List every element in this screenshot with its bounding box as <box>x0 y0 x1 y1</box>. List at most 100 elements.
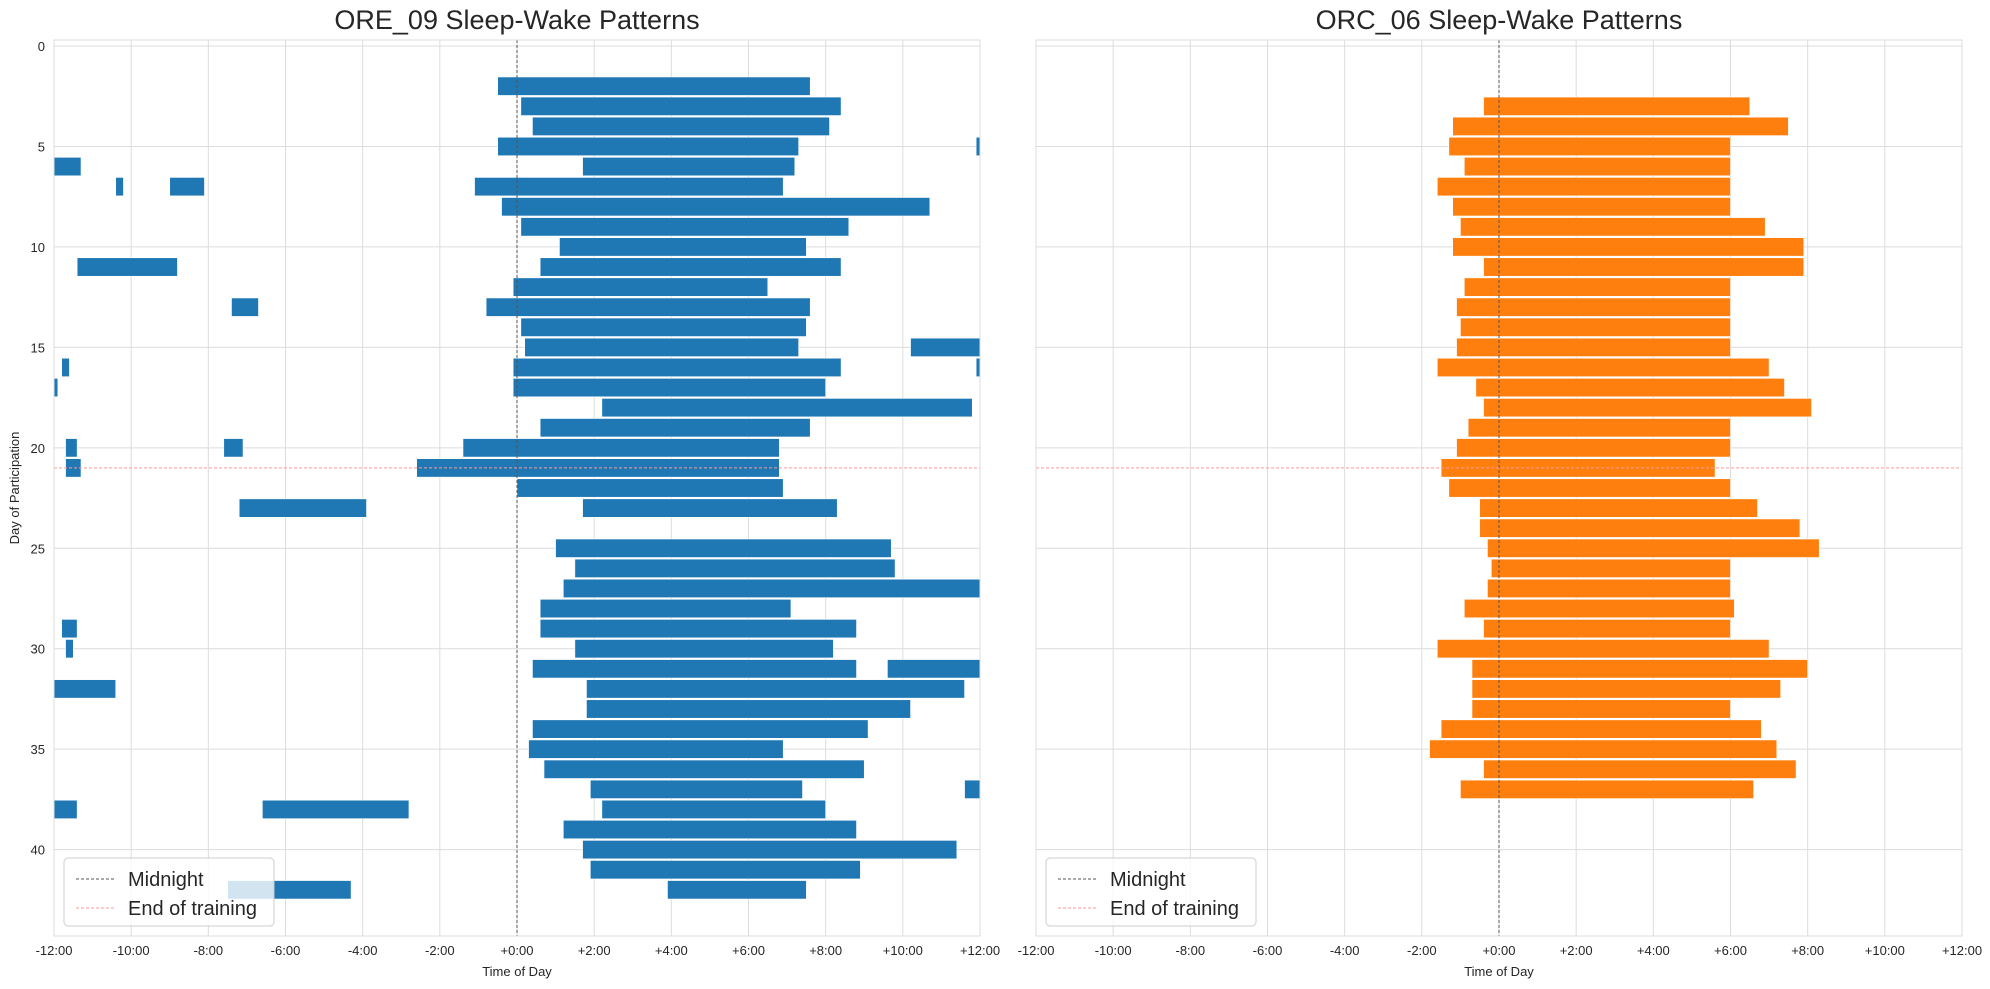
sleep-bar <box>1463 598 1735 619</box>
sleep-bar <box>1471 699 1731 719</box>
sleep-bar <box>582 498 838 518</box>
sleep-bar <box>485 297 811 317</box>
sleep-bar <box>1460 317 1731 337</box>
chart-title: ORE_09 Sleep-Wake Patterns <box>334 5 699 35</box>
legend-end-training-label: End of training <box>128 898 257 920</box>
x-tick-label: +8:00 <box>809 943 842 958</box>
x-tick-label: -4:00 <box>348 943 378 958</box>
sleep-bar <box>601 799 826 819</box>
x-tick-label: -12:00 <box>1018 943 1055 958</box>
sleep-bar <box>1483 96 1751 116</box>
x-axis-label: Time of Day <box>1464 964 1534 979</box>
y-tick-label: 25 <box>31 541 45 556</box>
sleep-bar <box>497 136 799 157</box>
sleep-bar <box>1463 277 1731 297</box>
sleep-bar <box>1452 237 1805 257</box>
sleep-bar <box>1456 438 1731 458</box>
x-tick-label: -10:00 <box>113 943 150 958</box>
x-tick-label: -6:00 <box>1253 943 1283 958</box>
sleep-bar <box>586 699 911 719</box>
y-tick-label: 20 <box>31 441 45 456</box>
sleep-bar <box>574 558 896 578</box>
y-axis-label: Day of Participation <box>7 432 22 545</box>
sleep-bar <box>1487 578 1731 598</box>
x-tick-label: -12:00 <box>36 943 73 958</box>
x-tick-label: -8:00 <box>194 943 224 958</box>
sleep-bar <box>543 759 865 779</box>
sleep-bar <box>231 297 259 317</box>
sleep-bar <box>516 478 784 498</box>
sleep-bar <box>115 177 124 197</box>
panel-ore-09: -12:00 -10:00 -8:00 -6:00 -4:00 -2:00 +0:00 +2:… <box>7 5 1000 979</box>
panel-orc-06: -12:00 -10:00 -8:00 -6:00 -4:00 -2:00 +0:00 +2:… <box>1018 5 1983 979</box>
sleep-bar <box>910 337 981 357</box>
x-tick-label: +10:00 <box>1865 943 1905 958</box>
sleep-bar <box>1448 478 1731 498</box>
x-tick-label: +4:00 <box>1637 943 1670 958</box>
sleep-bar <box>1479 518 1801 538</box>
sleep-bar <box>582 840 958 860</box>
sleep-bar <box>501 197 931 217</box>
legend-end-training-label: End of training <box>1110 898 1239 920</box>
sleep-bar <box>528 739 784 759</box>
axes-frame <box>1035 39 1963 937</box>
sleep-bar <box>223 438 244 458</box>
sleep-bar <box>1483 759 1797 779</box>
y-tick-label: 35 <box>31 742 45 757</box>
y-tick-label: 15 <box>31 340 45 355</box>
sleep-bar <box>559 237 807 257</box>
sleep-bar <box>61 619 78 639</box>
sleep-bar <box>1479 498 1758 518</box>
y-tick-label: 30 <box>31 642 45 657</box>
x-axis-label: Time of Day <box>482 964 552 979</box>
x-tick-label: -2:00 <box>1407 943 1437 958</box>
sleep-bar <box>1440 719 1762 739</box>
sleep-bar <box>975 357 981 378</box>
sleep-bar <box>1429 739 1778 759</box>
legend: Midnight End of training <box>63 857 275 927</box>
y-tick-label: 40 <box>31 843 45 858</box>
sleep-bar <box>61 357 70 378</box>
sleep-bar <box>1490 558 1731 578</box>
x-tick-label: -8:00 <box>1176 943 1206 958</box>
x-tick-label: +2:00 <box>1560 943 1593 958</box>
x-tick-label: +10:00 <box>883 943 923 958</box>
y-tick-label: 5 <box>38 139 45 154</box>
sleep-bar <box>1483 257 1805 277</box>
sleep-bar <box>539 257 842 277</box>
sleep-bar <box>65 438 78 458</box>
sleep-bar <box>512 378 826 398</box>
sleep-bar <box>169 177 205 197</box>
sleep-bar <box>601 398 973 418</box>
sleep-bar <box>1483 398 1812 418</box>
legend-midnight-label: Midnight <box>128 869 204 891</box>
chart-title: ORC_06 Sleep-Wake Patterns <box>1316 5 1683 35</box>
sleep-bar <box>1467 418 1731 438</box>
sleep-bar <box>65 639 74 659</box>
sleep-bar <box>1436 357 1770 378</box>
sleep-bar <box>590 779 803 799</box>
sleep-bar <box>1471 679 1781 699</box>
sleep-bar <box>462 438 780 458</box>
sleep-bar <box>574 639 834 659</box>
sleep-bar <box>53 799 78 819</box>
sleep-bar <box>1448 136 1731 157</box>
sleep-bar <box>1475 378 1785 398</box>
sleep-bar <box>512 277 769 297</box>
x-tick-label: -2:00 <box>425 943 455 958</box>
x-tick-label: +0:00 <box>501 943 534 958</box>
sleep-bar <box>1471 659 1808 679</box>
sleep-bar <box>474 177 784 197</box>
x-tick-label: -4:00 <box>1330 943 1360 958</box>
sleep-bar <box>539 619 857 639</box>
sleep-bar <box>238 498 367 518</box>
sleep-bar <box>1452 197 1731 217</box>
sleep-bar <box>520 217 850 237</box>
sleep-bar <box>887 659 981 679</box>
x-tick-label: +6:00 <box>1714 943 1747 958</box>
sleep-bar <box>1460 217 1766 237</box>
sleep-bar <box>1483 619 1731 639</box>
sleep-bar <box>1436 177 1731 197</box>
sleep-bar <box>53 157 82 177</box>
